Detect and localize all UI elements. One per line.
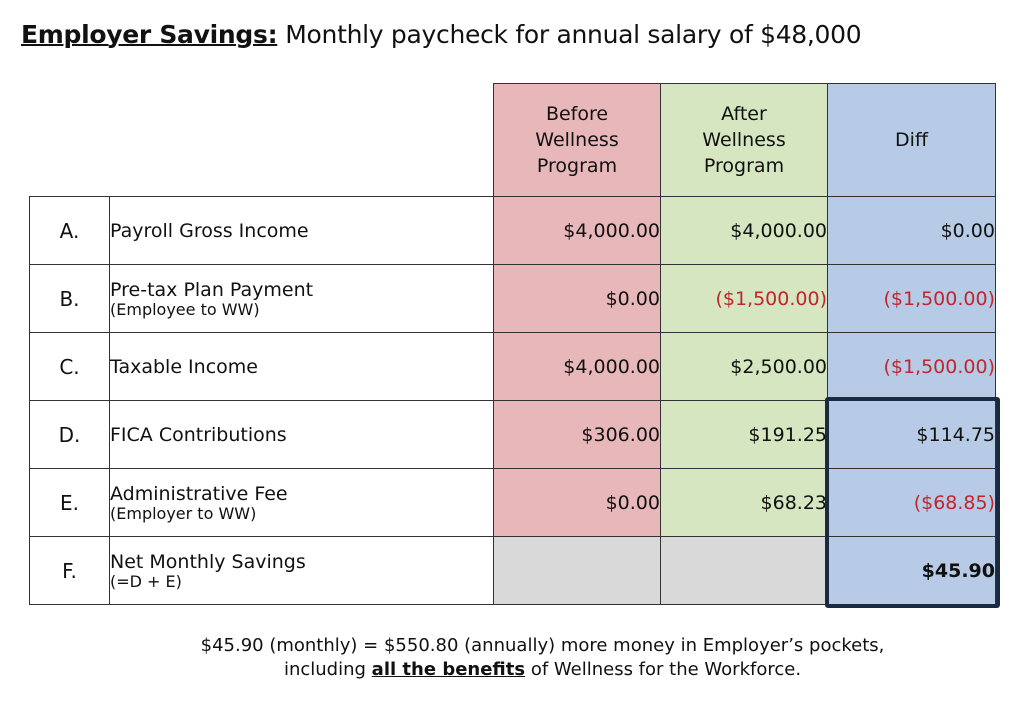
header-before-line: Program: [536, 155, 618, 177]
cell-after-empty: [660, 536, 828, 605]
cell-after: $191.25: [660, 400, 828, 469]
row-label-text: Payroll Gross Income: [110, 219, 309, 242]
cell-diff: $114.75: [827, 400, 996, 469]
cell-before: $4,000.00: [493, 196, 661, 265]
row-label-text: Taxable Income: [110, 355, 258, 378]
header-diff: Diff: [827, 83, 996, 197]
row-letter: A.: [29, 196, 110, 265]
table-row-f: F. Net Monthly Savings (=D + E) $45.90: [29, 536, 996, 605]
footer-line-1: $45.90 (monthly) = $550.80 (annually) mo…: [200, 635, 885, 656]
footer-line-2-pre: including: [283, 659, 366, 680]
cell-after: $68.23: [660, 468, 828, 537]
header-after-line: After: [721, 103, 767, 125]
cell-diff: ($1,500.00): [827, 264, 996, 333]
cell-diff: ($1,500.00): [827, 332, 996, 401]
table-row-c: C. Taxable Income $4,000.00 $2,500.00 ($…: [29, 332, 996, 401]
row-label-note: (Employer to WW): [110, 503, 257, 523]
row-label-note: (=D + E): [110, 571, 182, 591]
row-label: Administrative Fee (Employer to WW): [109, 468, 494, 537]
header-before-line: Before: [545, 103, 609, 125]
row-label: Pre-tax Plan Payment (Employee to WW): [109, 264, 494, 333]
row-letter: F.: [29, 536, 110, 605]
row-label-text: FICA Contributions: [110, 423, 287, 446]
header-after-line: Wellness: [702, 129, 786, 151]
row-label-text: Administrative Fee: [110, 482, 288, 505]
row-letter: E.: [29, 468, 110, 537]
table-row-a: A. Payroll Gross Income $4,000.00 $4,000…: [29, 196, 996, 265]
savings-table: Before Wellness Program After Wellness P…: [29, 83, 996, 605]
cell-diff: ($68.85): [827, 468, 996, 537]
row-label: Taxable Income: [109, 332, 494, 401]
row-label: Net Monthly Savings (=D + E): [109, 536, 494, 605]
title-heading: Employer Savings:: [21, 20, 278, 49]
cell-before: $0.00: [493, 264, 661, 333]
cell-diff-total: $45.90: [827, 536, 996, 605]
row-label-text: Pre-tax Plan Payment: [110, 278, 314, 301]
row-label-text: Net Monthly Savings: [110, 550, 306, 573]
footer-line-2-post: of Wellness for the Workforce.: [530, 659, 802, 680]
cell-after: $4,000.00: [660, 196, 828, 265]
cell-diff: $0.00: [827, 196, 996, 265]
cell-before: $306.00: [493, 400, 661, 469]
row-letter: C.: [29, 332, 110, 401]
cell-before: $0.00: [493, 468, 661, 537]
page-title: Employer Savings: Monthly paycheck for an…: [21, 20, 862, 49]
header-row: Before Wellness Program After Wellness P…: [29, 83, 996, 197]
table-row-e: E. Administrative Fee (Employer to WW) $0…: [29, 468, 996, 537]
title-subtitle: Monthly paycheck for annual salary of $4…: [285, 20, 862, 49]
footer-emphasis: all the benefits: [371, 659, 526, 680]
cell-after: ($1,500.00): [660, 264, 828, 333]
footer-line-2: including all the benefits of Wellness f…: [0, 658, 1023, 682]
footer-note: $45.90 (monthly) = $550.80 (annually) mo…: [0, 634, 1023, 682]
row-label-note: (Employee to WW): [110, 299, 260, 319]
header-before: Before Wellness Program: [493, 83, 661, 197]
header-blank: [29, 83, 110, 197]
cell-before-empty: [493, 536, 661, 605]
header-after: After Wellness Program: [660, 83, 828, 197]
header-before-line: Wellness: [535, 129, 619, 151]
header-after-line: Program: [703, 155, 785, 177]
header-blank: [109, 83, 494, 197]
row-label: FICA Contributions: [109, 400, 494, 469]
row-label: Payroll Gross Income: [109, 196, 494, 265]
table-row-d: D. FICA Contributions $306.00 $191.25 $1…: [29, 400, 996, 469]
table-row-b: B. Pre-tax Plan Payment (Employee to WW) …: [29, 264, 996, 333]
row-letter: B.: [29, 264, 110, 333]
cell-after: $2,500.00: [660, 332, 828, 401]
row-letter: D.: [29, 400, 110, 469]
cell-before: $4,000.00: [493, 332, 661, 401]
